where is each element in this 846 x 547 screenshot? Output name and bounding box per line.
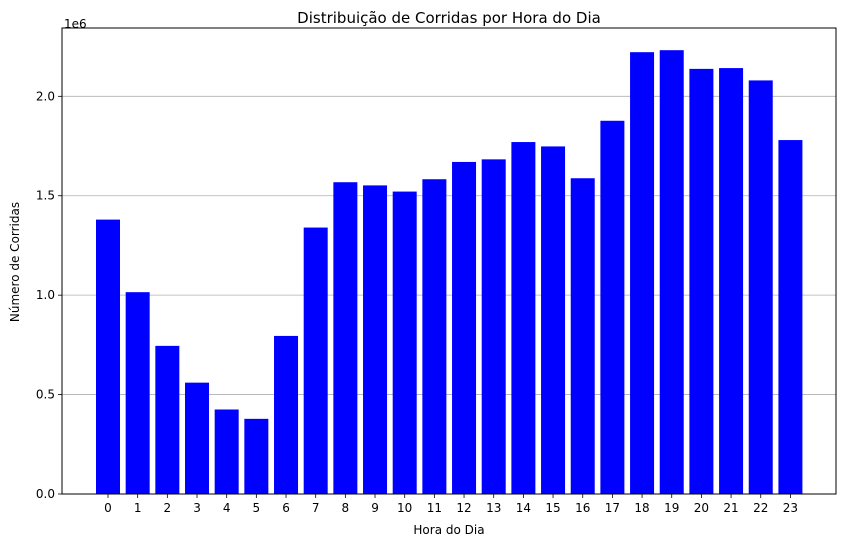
x-tick-label: 10	[397, 501, 412, 515]
x-tick-label: 14	[516, 501, 531, 515]
chart-title: Distribuição de Corridas por Hora do Dia	[297, 9, 601, 27]
bar-hour-6	[274, 335, 299, 494]
bar-hour-7	[303, 227, 328, 494]
x-tick-label: 17	[605, 501, 620, 515]
bar-hour-13	[481, 159, 506, 494]
x-tick-label: 21	[723, 501, 738, 515]
bar-hour-10	[392, 191, 417, 494]
x-tick-label: 2	[164, 501, 172, 515]
bar-hour-20	[689, 68, 714, 494]
x-axis-ticks: 0 1 2 3 4 5 6 7 8 9 10 11 12 13 14 15 16 17 18 19 20 21 22 23	[104, 494, 798, 515]
y-tick-label: 1.0	[36, 288, 55, 302]
x-tick-label: 1	[134, 501, 142, 515]
x-tick-label: 5	[253, 501, 261, 515]
x-tick-label: 19	[664, 501, 679, 515]
bar-hour-1	[125, 292, 150, 494]
bar-hour-4	[214, 409, 239, 494]
bar-hour-12	[452, 161, 477, 494]
x-axis-label: Hora do Dia	[413, 523, 484, 537]
x-tick-label: 8	[342, 501, 350, 515]
y-axis-label: Número de Corridas	[8, 202, 22, 322]
x-tick-label: 18	[634, 501, 649, 515]
bar-hour-17	[600, 120, 625, 495]
x-tick-label: 7	[312, 501, 320, 515]
bar-hour-15	[541, 146, 566, 494]
bar-hour-3	[185, 382, 210, 494]
bar-hour-0	[96, 219, 120, 495]
bar-hour-22	[748, 80, 773, 494]
x-tick-label: 22	[753, 501, 768, 515]
bar-hour-16	[570, 178, 595, 494]
x-tick-label: 11	[427, 501, 442, 515]
bar-hour-23	[778, 140, 803, 494]
bar-hour-8	[333, 182, 358, 494]
x-tick-label: 20	[694, 501, 709, 515]
x-tick-label: 3	[193, 501, 201, 515]
y-offset-label: 1e6	[64, 17, 87, 31]
bar-hour-21	[719, 68, 744, 494]
bars	[96, 50, 803, 495]
bar-hour-11	[422, 179, 447, 494]
y-tick-label: 1.5	[36, 189, 55, 203]
y-tick-label: 2.0	[36, 89, 55, 103]
plot-frame	[61, 27, 837, 495]
x-tick-label: 4	[223, 501, 231, 515]
bar-hour-19	[659, 50, 684, 494]
x-tick-label: 6	[282, 501, 290, 515]
y-tick-label: 0.5	[36, 388, 55, 402]
x-tick-label: 16	[575, 501, 590, 515]
x-tick-label: 9	[371, 501, 379, 515]
x-tick-label: 12	[456, 501, 471, 515]
bar-hour-5	[244, 418, 269, 494]
x-tick-label: 0	[104, 501, 112, 515]
x-tick-label: 23	[783, 501, 798, 515]
y-axis-ticks: 0.0 0.5 1.0 1.5 2.0	[36, 89, 62, 501]
bar-hour-14	[511, 142, 536, 495]
bar-hour-18	[630, 52, 655, 495]
bar-hour-2	[155, 345, 180, 494]
x-tick-label: 13	[486, 501, 501, 515]
bar-hour-9	[363, 185, 388, 495]
x-tick-label: 15	[545, 501, 560, 515]
y-tick-label: 0.0	[36, 487, 55, 501]
